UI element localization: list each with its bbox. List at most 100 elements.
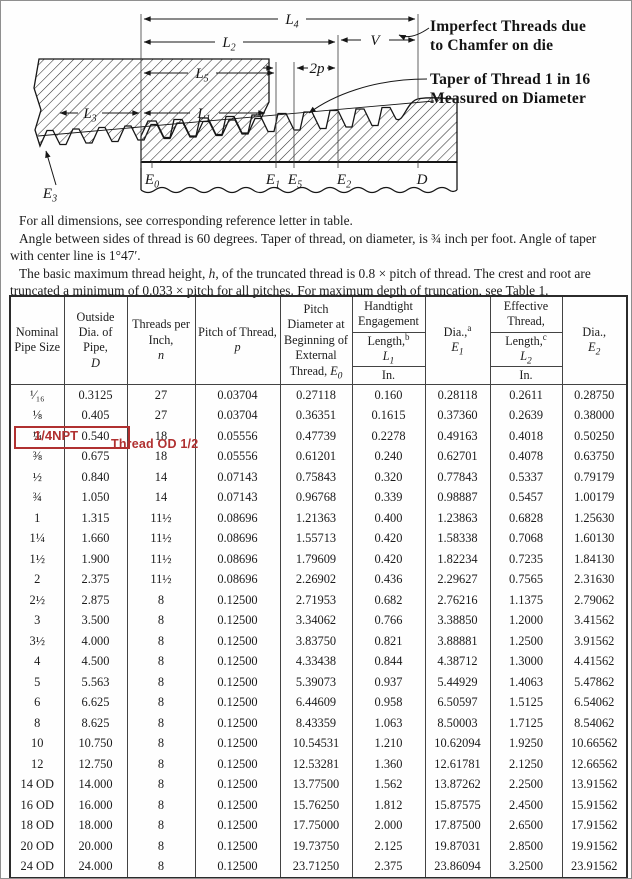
table-cell: 12.53281 [279, 753, 353, 775]
table-row: 16 OD 16.000 8 0.12500 15.76250 1.812 15.87575… [9, 794, 628, 816]
table-cell: 0.766 [351, 610, 426, 631]
header-effective-thread: Effective Thread, [489, 295, 563, 333]
table-cell: 4 [9, 651, 65, 672]
table-cell: 3.91562 [561, 630, 628, 652]
table-cell: 1.21363 [279, 507, 353, 529]
table-cell: 13.77500 [279, 774, 353, 795]
table-cell: 1¼ [9, 528, 65, 549]
table-cell: 1.660 [63, 528, 128, 549]
table-cell: 1 [9, 507, 65, 529]
highlight-box [14, 426, 130, 449]
table-cell: 14.000 [63, 774, 128, 795]
table-cell: ⅛ [9, 405, 65, 426]
table-cell: 12 [9, 753, 65, 775]
table-cell: 0.7565 [489, 569, 563, 590]
table-cell: 0.12500 [194, 651, 281, 672]
table-row: 1¼ 1.660 11½ 0.08696 1.55713 0.420 1.58338 0.70… [9, 528, 628, 549]
table-cell: 2½ [9, 589, 65, 611]
table-cell: 3.500 [63, 610, 128, 631]
label-l1: L1 [196, 106, 210, 125]
label-e1: E1 [265, 172, 280, 191]
table-cell: 2.76216 [424, 589, 491, 611]
table-cell: 1½ [9, 548, 65, 570]
table-cell: 0.12500 [194, 774, 281, 795]
header-effective-unit: In. [489, 365, 563, 385]
table-row: ⅜ 0.675 18 0.05556 0.61201 0.240 0.62701 0.4078… [9, 446, 628, 467]
table-cell: 6.50597 [424, 692, 491, 713]
table-cell: 0.50250 [561, 425, 628, 447]
table-cell: 0.28118 [424, 384, 491, 406]
table-cell: ¾ [9, 487, 65, 508]
table-cell: 0.12500 [194, 733, 281, 754]
table-cell: 2.71953 [279, 589, 353, 611]
table-cell: 4.000 [63, 630, 128, 652]
table-row: 14 OD 14.000 8 0.12500 13.77500 1.562 13.87262… [9, 774, 628, 795]
table-cell: 0.420 [351, 548, 426, 570]
table-cell: 2.1250 [489, 753, 563, 775]
table-cell: 4.33438 [279, 651, 353, 672]
table-cell: 6.44609 [279, 692, 353, 713]
table-cell: 8 [126, 630, 196, 652]
table-cell: 11½ [126, 548, 196, 570]
label-l3: L3 [82, 106, 96, 125]
label-v: V [370, 33, 381, 49]
table-row: 1 1.315 11½ 0.08696 1.21363 0.400 1.23863 0.682… [9, 507, 628, 529]
table-cell: 3.88881 [424, 630, 491, 652]
table-cell: 0.38000 [561, 405, 628, 426]
table-cell: 1.562 [351, 774, 426, 795]
table-row: 1½ 1.900 11½ 0.08696 1.79609 0.420 1.82234 0.72… [9, 548, 628, 570]
table-cell: 8.625 [63, 712, 128, 734]
table-cell: 1.7125 [489, 712, 563, 734]
table-cell: 12.66562 [561, 753, 628, 775]
table-cell: 0.840 [63, 466, 128, 488]
table-cell: 3½ [9, 630, 65, 652]
table-cell: 0.77843 [424, 466, 491, 488]
table-row: 3 3.500 8 0.12500 3.34062 0.766 3.38850 1.2000 3… [9, 610, 628, 631]
table-cell: 6.625 [63, 692, 128, 713]
table-cell: 5.563 [63, 671, 128, 693]
table-cell: ½ [9, 466, 65, 488]
table-cell: 0.240 [351, 446, 426, 467]
table-cell: 0.4078 [489, 446, 563, 467]
table-cell: 0.400 [351, 507, 426, 529]
table-cell: 10.750 [63, 733, 128, 754]
wavy-break-line [140, 186, 458, 194]
table-cell: 14 [126, 466, 196, 488]
table-row: 18 OD 18.000 8 0.12500 17.75000 2.000 17.87500… [9, 815, 628, 836]
table-body: ¹⁄₁₆ 0.3125 27 0.03704 0.27118 0.160 0.28118 0.… [9, 384, 628, 878]
table-cell: 24 OD [9, 856, 65, 878]
table-cell: 0.07143 [194, 487, 281, 508]
table-cell: 1.063 [351, 712, 426, 734]
table-row: 2½ 2.875 8 0.12500 2.71953 0.682 2.76216 1.1375… [9, 589, 628, 611]
highlight-note: Thread OD 1/2 [111, 437, 199, 451]
table-cell: 0.07143 [194, 466, 281, 488]
table-cell: 5.44929 [424, 671, 491, 693]
table-cell: 10.66562 [561, 733, 628, 754]
table-cell: 11½ [126, 507, 196, 529]
table-cell: 0.4018 [489, 425, 563, 447]
table-row: 20 OD 20.000 8 0.12500 19.73750 2.125 19.87031… [9, 835, 628, 857]
label-l2: L2 [221, 35, 235, 54]
label-e2: E2 [336, 172, 351, 191]
table-cell: 2.6500 [489, 815, 563, 836]
taper-note-line1: Taper of Thread 1 in 16 [430, 71, 590, 88]
table-cell: 2.31630 [561, 569, 628, 590]
table-cell: 0.62701 [424, 446, 491, 467]
table-row: 10 10.750 8 0.12500 10.54531 1.210 10.62094 1.9… [9, 733, 628, 754]
table-cell: 8 [126, 774, 196, 795]
table-cell: 3.38850 [424, 610, 491, 631]
table-cell: 0.160 [351, 384, 426, 406]
table-header: Nominal Pipe Size Outside Dia. of Pipe, D… [9, 295, 628, 385]
table-row: ⅛ 0.405 27 0.03704 0.36351 0.1615 0.37360 0.263… [9, 405, 628, 426]
table-cell: 17.91562 [561, 815, 628, 836]
table-cell: 3.41562 [561, 610, 628, 631]
table-cell: 0.61201 [279, 446, 353, 467]
table-cell: 8 [126, 753, 196, 775]
table-cell: 0.98887 [424, 487, 491, 508]
table-cell: 1.2000 [489, 610, 563, 631]
table-cell: 4.38712 [424, 651, 491, 672]
table-cell: 24.000 [63, 856, 128, 878]
table-cell: 0.7235 [489, 548, 563, 570]
pipe-thread-table: Nominal Pipe Size Outside Dia. of Pipe, D… [9, 295, 628, 878]
